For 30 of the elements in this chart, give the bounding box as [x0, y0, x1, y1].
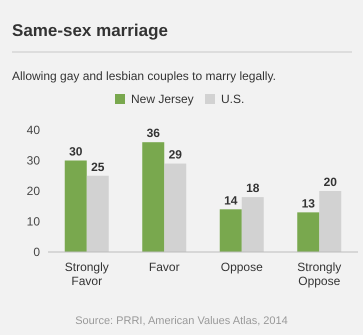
bar — [242, 197, 264, 252]
data-label: 18 — [246, 181, 260, 196]
chart-subtitle: Allowing gay and lesbian couples to marry legally. — [12, 69, 276, 83]
bar — [64, 160, 87, 252]
x-tick-label: Oppose — [220, 260, 264, 274]
bar — [164, 164, 186, 252]
data-label: 25 — [91, 160, 105, 174]
y-tick-label: 20 — [26, 184, 40, 198]
bar — [142, 142, 164, 252]
bar — [220, 209, 242, 252]
data-label: 14 — [224, 193, 238, 208]
source-note: Source: PRRI, American Values Atlas, 2014 — [75, 315, 288, 327]
chart-title: Same-sex marriage — [12, 21, 168, 40]
legend-label: U.S. — [221, 92, 244, 106]
y-tick-label: 30 — [26, 154, 40, 168]
bar — [297, 212, 320, 252]
data-label: 13 — [302, 196, 316, 210]
data-label: 29 — [168, 148, 182, 162]
data-label: 30 — [69, 144, 83, 158]
legend-label: New Jersey — [131, 92, 194, 106]
data-label: 36 — [146, 126, 160, 140]
y-tick-label: 0 — [33, 245, 40, 259]
bar — [319, 191, 342, 252]
x-tick-label: Favor — [148, 260, 180, 274]
x-tick-label: Strongly Favor — [64, 260, 109, 288]
data-label: 20 — [324, 175, 338, 189]
x-tick-label: Strongly Oppose — [297, 260, 342, 288]
bar — [86, 176, 109, 252]
y-tick-label: 10 — [26, 214, 40, 228]
y-tick-label: 40 — [26, 123, 40, 137]
